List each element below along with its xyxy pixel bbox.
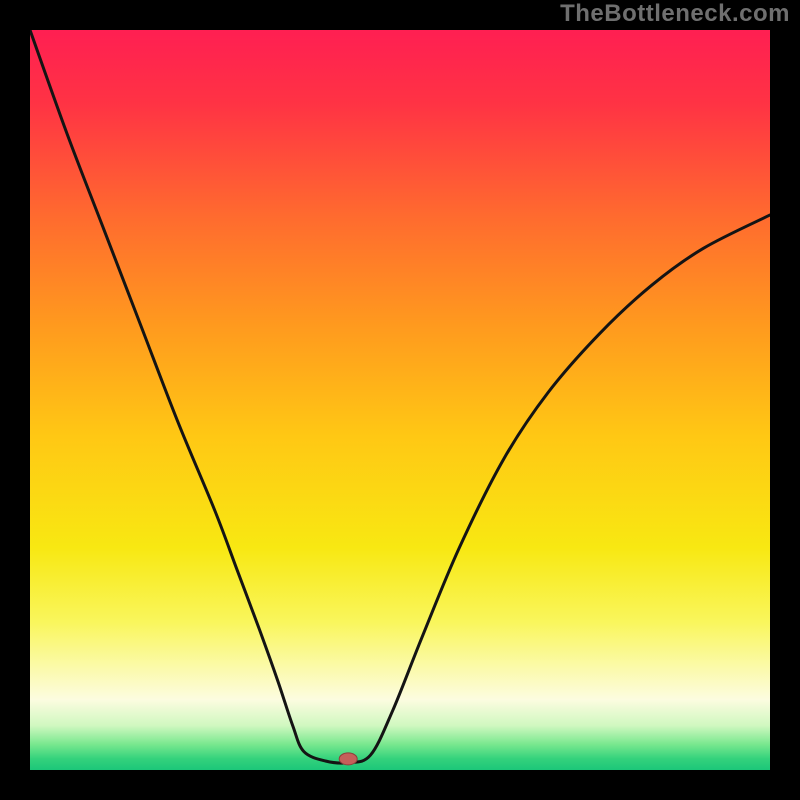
watermark-text: TheBottleneck.com: [560, 0, 790, 28]
bottleneck-chart: [0, 0, 800, 800]
optimum-marker: [339, 753, 357, 765]
gradient-background: [30, 30, 770, 770]
